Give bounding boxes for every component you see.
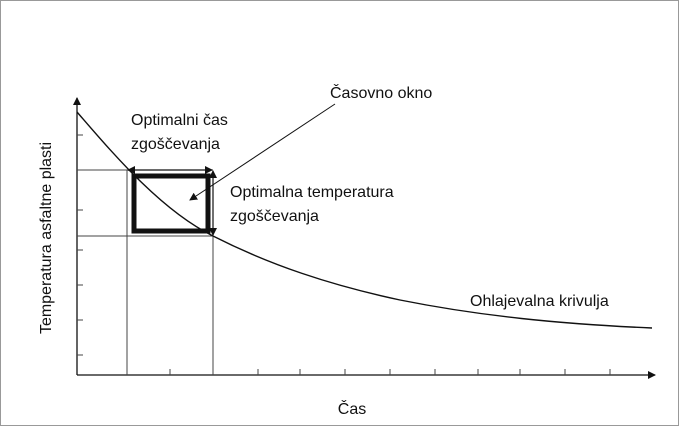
optimal-time-label: zgoščevanja <box>131 136 220 153</box>
cooling-curve <box>76 111 653 329</box>
x-ticks <box>169 369 611 375</box>
cooling-curve-label: Ohlajevalna krivulja <box>470 293 609 310</box>
optimal-temperature-label: Optimalna temperatura <box>230 184 394 201</box>
time-window-label: Časovno okno <box>330 83 432 102</box>
optimal-temperature-label: zgoščevanja <box>230 208 319 225</box>
x-axis-label: Čas <box>338 399 366 418</box>
optimal-time-label: Optimalni čas <box>131 112 228 129</box>
leader-line <box>189 103 336 201</box>
y-axis-label: Temperatura asfaltne plasti <box>38 142 55 334</box>
time-window-box <box>131 173 211 234</box>
